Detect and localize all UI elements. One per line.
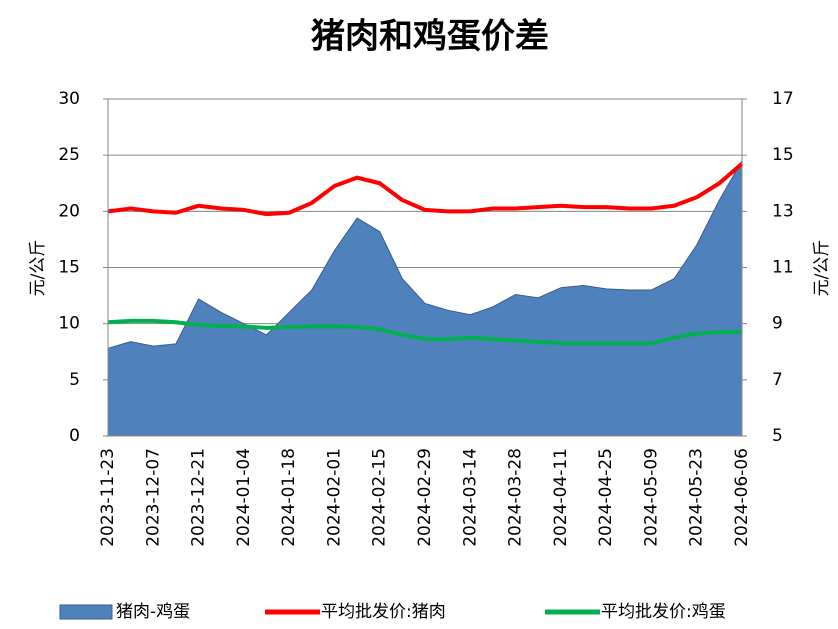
y2-tick-label: 13 bbox=[772, 201, 794, 221]
legend-swatch bbox=[59, 604, 113, 620]
y-axis-label: 元/公斤 bbox=[28, 240, 48, 297]
y2-tick-label: 5 bbox=[772, 426, 783, 446]
x-tick-label: 2024-02-01 bbox=[324, 448, 344, 547]
x-tick-label: 2024-01-04 bbox=[234, 448, 254, 547]
y2-tick-label: 11 bbox=[772, 258, 794, 278]
x-tick-label: 2023-12-07 bbox=[143, 448, 163, 547]
x-tick-label: 2024-03-28 bbox=[506, 448, 526, 547]
y-tick-label: 20 bbox=[58, 201, 80, 221]
x-tick-label: 2024-04-25 bbox=[596, 448, 616, 547]
y2-tick-label: 7 bbox=[772, 370, 783, 390]
y2-tick-label: 17 bbox=[772, 89, 794, 109]
x-tick-label: 2024-03-14 bbox=[460, 448, 480, 547]
y-tick-label: 5 bbox=[69, 370, 80, 390]
x-tick-label: 2024-05-23 bbox=[687, 448, 707, 547]
x-tick-label: 2024-02-15 bbox=[370, 448, 390, 547]
line bbox=[107, 318, 742, 346]
line bbox=[107, 162, 744, 217]
y-tick-label: 10 bbox=[58, 314, 80, 334]
x-tick-label: 2024-05-09 bbox=[641, 448, 661, 547]
y2-tick-label: 15 bbox=[772, 145, 794, 165]
x-tick-label: 2024-02-29 bbox=[415, 448, 435, 547]
y-tick-label: 25 bbox=[58, 145, 80, 165]
x-tick-label: 2023-11-23 bbox=[98, 448, 118, 547]
legend-label: 平均批发价:猪肉 bbox=[321, 602, 446, 622]
x-tick-label: 2024-04-11 bbox=[551, 448, 571, 547]
y2-axis-label: 元/公斤 bbox=[812, 240, 832, 297]
chart-title: 猪肉和鸡蛋价差 bbox=[311, 17, 549, 57]
y-tick-label: 15 bbox=[58, 258, 80, 278]
y2-tick-label: 9 bbox=[772, 314, 783, 334]
x-tick-label: 2023-12-21 bbox=[189, 448, 209, 547]
x-tick-label: 2024-01-18 bbox=[279, 448, 299, 547]
y-tick-label: 0 bbox=[69, 426, 80, 446]
legend-label: 猪肉-鸡蛋 bbox=[116, 602, 190, 622]
x-tick-label: 2024-06-06 bbox=[732, 448, 752, 547]
legend-label: 平均批发价:鸡蛋 bbox=[601, 602, 726, 622]
y-tick-label: 30 bbox=[58, 89, 80, 109]
area bbox=[107, 158, 743, 437]
